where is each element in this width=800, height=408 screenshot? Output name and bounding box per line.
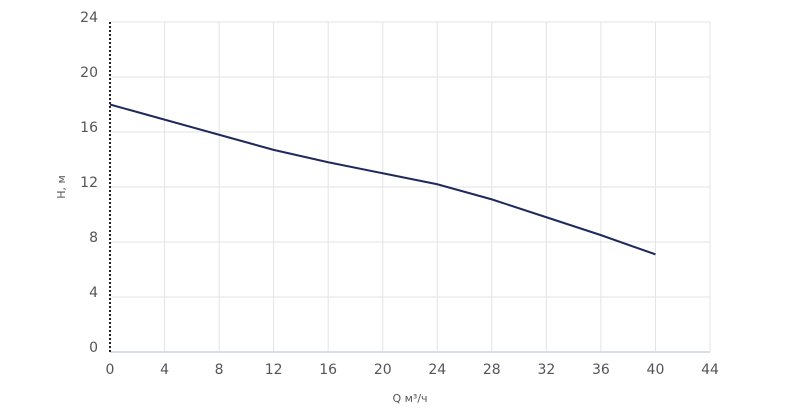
x-tick-label: 12 (265, 362, 283, 378)
x-tick-label: 8 (215, 362, 224, 378)
y-axis-title: H, м (55, 175, 68, 199)
x-tick-label: 44 (701, 362, 719, 378)
x-tick-label: 0 (106, 362, 115, 378)
y-tick-label: 8 (89, 230, 98, 246)
x-tick-label: 28 (483, 362, 501, 378)
y-tick-label: 16 (80, 120, 98, 136)
line-series (109, 103, 656, 256)
x-tick-label: 32 (537, 362, 555, 378)
y-tick-label: 0 (89, 340, 98, 356)
y-tick-label: 20 (80, 65, 98, 81)
x-tick-label: 36 (592, 362, 610, 378)
x-tick-label: 16 (319, 362, 337, 378)
x-axis-title: Q м³/ч (392, 392, 427, 405)
x-tick-label: 4 (160, 362, 169, 378)
x-tick-label: 20 (374, 362, 392, 378)
y-tick-label: 12 (80, 175, 98, 191)
y-tick-label: 4 (89, 285, 98, 301)
x-tick-label: 24 (428, 362, 446, 378)
y-tick-label: 24 (80, 10, 98, 26)
x-tick-label: 40 (647, 362, 665, 378)
